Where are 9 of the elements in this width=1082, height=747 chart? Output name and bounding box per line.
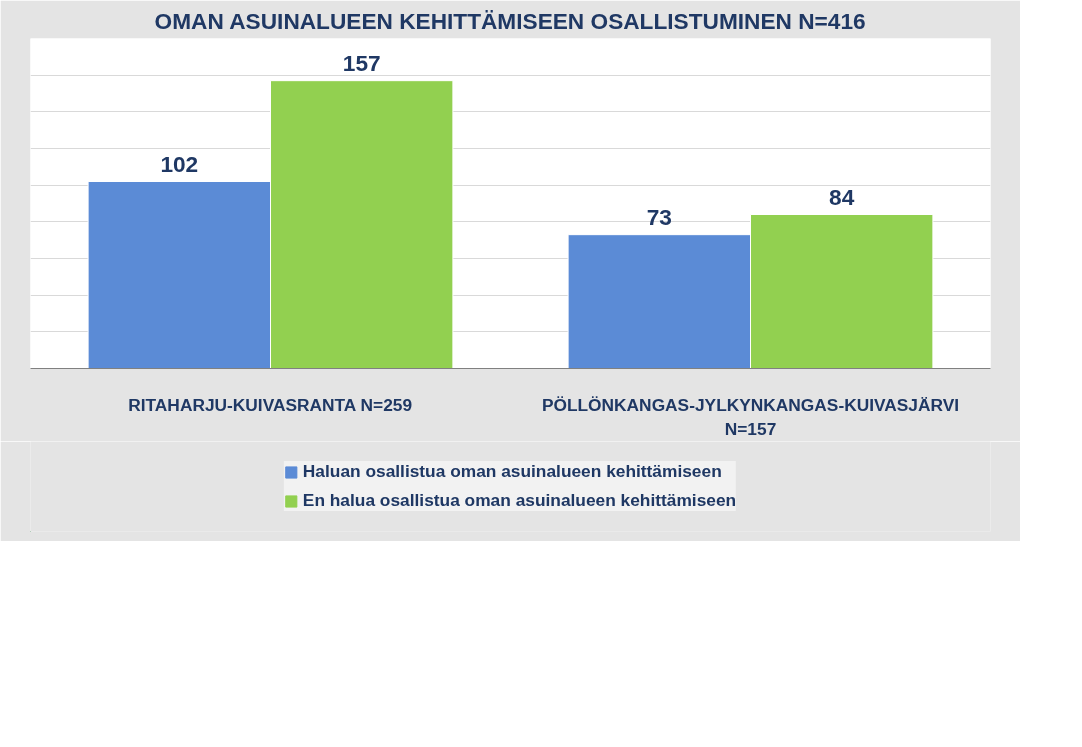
legend-label: En halua osallistua oman asuinalueen kehittämiseen [302,490,737,511]
data-label: 84 [829,183,855,210]
chart-title: OMAN ASUINALUEEN KEHITTÄMISEEN OSALLISTUMINEN N=416 [154,7,866,34]
data-label: 102 [160,150,199,177]
data-label: 73 [646,203,672,230]
data-label: 157 [342,49,381,76]
legend-label: Haluan osallistua oman asuinalueen kehittämiseen [302,461,722,482]
x-tick-label: RITAHARJU-KUIVASRANTA N=259 [128,394,413,415]
x-tick-label: PÖLLÖNKANGAS-JYLKYNKANGAS-KUIVASJÄRVI N=157 [541,394,960,439]
